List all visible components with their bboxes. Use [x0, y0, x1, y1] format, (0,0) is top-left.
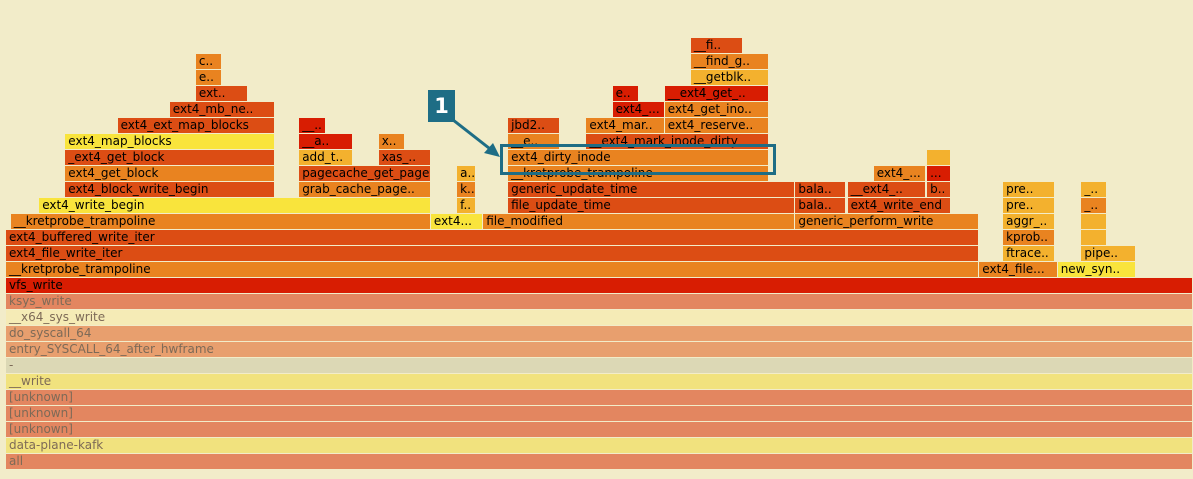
- flame-frame[interactable]: vfs_write: [6, 278, 1192, 293]
- flame-frame[interactable]: e..: [612, 86, 638, 101]
- flame-frame[interactable]: [unknown]: [6, 390, 1192, 405]
- flame-frame[interactable]: all: [6, 454, 1192, 469]
- flame-frame[interactable]: b..: [927, 182, 950, 197]
- flame-frame[interactable]: pagecache_get_page: [299, 166, 430, 181]
- flame-frame[interactable]: ext4_...: [873, 166, 925, 181]
- flame-frame[interactable]: add_t..: [299, 150, 352, 165]
- flame-frame[interactable]: __getblk..: [690, 70, 769, 85]
- flame-frame[interactable]: ext4_write_begin: [39, 198, 430, 213]
- flame-frame[interactable]: [unknown]: [6, 406, 1192, 421]
- callout-badge: 1: [428, 90, 455, 122]
- flame-frame[interactable]: __fi..: [690, 38, 743, 53]
- flame-frame[interactable]: ext4_...: [612, 102, 664, 117]
- flame-frame[interactable]: bala..: [795, 182, 846, 197]
- flame-frame[interactable]: ext4_get_block: [65, 166, 275, 181]
- flame-frame[interactable]: [1081, 230, 1107, 245]
- flame-frame[interactable]: ext4_buffered_write_iter: [6, 230, 979, 245]
- flame-frame[interactable]: grab_cache_page..: [299, 182, 430, 197]
- flame-frame[interactable]: __x64_sys_write: [6, 310, 1192, 325]
- flame-frame[interactable]: [1081, 214, 1107, 229]
- flame-frame[interactable]: generic_update_time: [508, 182, 795, 197]
- flame-frame[interactable]: pre..: [1003, 198, 1055, 213]
- flame-frame[interactable]: ext4_get_ino..: [664, 102, 769, 117]
- flame-frame[interactable]: new_syn..: [1057, 262, 1135, 277]
- flame-frame[interactable]: k..: [457, 182, 476, 197]
- flame-frame[interactable]: __ext4_get_..: [664, 86, 769, 101]
- flame-frame[interactable]: ext4_block_write_begin: [65, 182, 275, 197]
- flame-frame[interactable]: __find_g..: [690, 54, 769, 69]
- flame-frame[interactable]: [unknown]: [6, 422, 1192, 437]
- flame-frame[interactable]: ext4...: [430, 214, 483, 229]
- flame-frame[interactable]: _..: [1081, 198, 1107, 213]
- flame-frame[interactable]: -: [6, 358, 1192, 373]
- flame-frame[interactable]: __write: [6, 374, 1192, 389]
- flame-frame[interactable]: ext4_reserve..: [664, 118, 769, 133]
- flame-frame[interactable]: entry_SYSCALL_64_after_hwframe: [6, 342, 1192, 357]
- flame-frame[interactable]: kprob..: [1003, 230, 1055, 245]
- flame-frame[interactable]: __..: [299, 118, 326, 133]
- flame-frame[interactable]: ext4_map_blocks: [65, 134, 275, 149]
- flame-frame[interactable]: e..: [195, 70, 221, 85]
- flame-frame[interactable]: data-plane-kafk: [6, 438, 1192, 453]
- flame-frame[interactable]: __a..: [299, 134, 352, 149]
- flame-frame[interactable]: jbd2..: [508, 118, 560, 133]
- callout-highlight-box: [500, 144, 776, 175]
- flame-frame[interactable]: __kretprobe_trampoline: [10, 214, 430, 229]
- flame-frame[interactable]: ...: [927, 166, 950, 181]
- flame-frame[interactable]: c..: [195, 54, 221, 69]
- flame-frame[interactable]: aggr_..: [1003, 214, 1055, 229]
- flame-frame[interactable]: ext4_mar..: [586, 118, 664, 133]
- flame-frame[interactable]: xas_..: [378, 150, 430, 165]
- flame-frame[interactable]: ext..: [195, 86, 248, 101]
- flame-frame[interactable]: ext4_file...: [979, 262, 1057, 277]
- flame-frame[interactable]: x..: [378, 134, 404, 149]
- flame-frame[interactable]: ext4_dirty_inode: [508, 150, 769, 165]
- flame-frame[interactable]: ftrace..: [1003, 246, 1055, 261]
- flame-frame[interactable]: ext4_mb_ne..: [169, 102, 275, 117]
- flame-frame[interactable]: ext4_file_write_iter: [6, 246, 979, 261]
- flame-frame[interactable]: [927, 150, 950, 165]
- flame-frame[interactable]: bala..: [795, 198, 846, 213]
- flame-frame[interactable]: ext4_ext_map_blocks: [117, 118, 275, 133]
- flame-frame[interactable]: _..: [1081, 182, 1107, 197]
- flame-frame[interactable]: __kretprobe_trampoline: [6, 262, 979, 277]
- flame-frame[interactable]: __ext4_..: [847, 182, 925, 197]
- flame-frame[interactable]: do_syscall_64: [6, 326, 1192, 341]
- flame-frame[interactable]: file_update_time: [508, 198, 795, 213]
- flame-frame[interactable]: generic_perform_write: [795, 214, 979, 229]
- flame-frame[interactable]: _ext4_get_block: [65, 150, 275, 165]
- flame-frame[interactable]: pre..: [1003, 182, 1055, 197]
- flame-frame[interactable]: a..: [457, 166, 476, 181]
- flame-frame[interactable]: pipe..: [1081, 246, 1135, 261]
- flame-frame[interactable]: file_modified: [483, 214, 795, 229]
- flame-frame[interactable]: f..: [457, 198, 476, 213]
- flame-frame[interactable]: ksys_write: [6, 294, 1192, 309]
- flame-frame[interactable]: ext4_write_end: [847, 198, 950, 213]
